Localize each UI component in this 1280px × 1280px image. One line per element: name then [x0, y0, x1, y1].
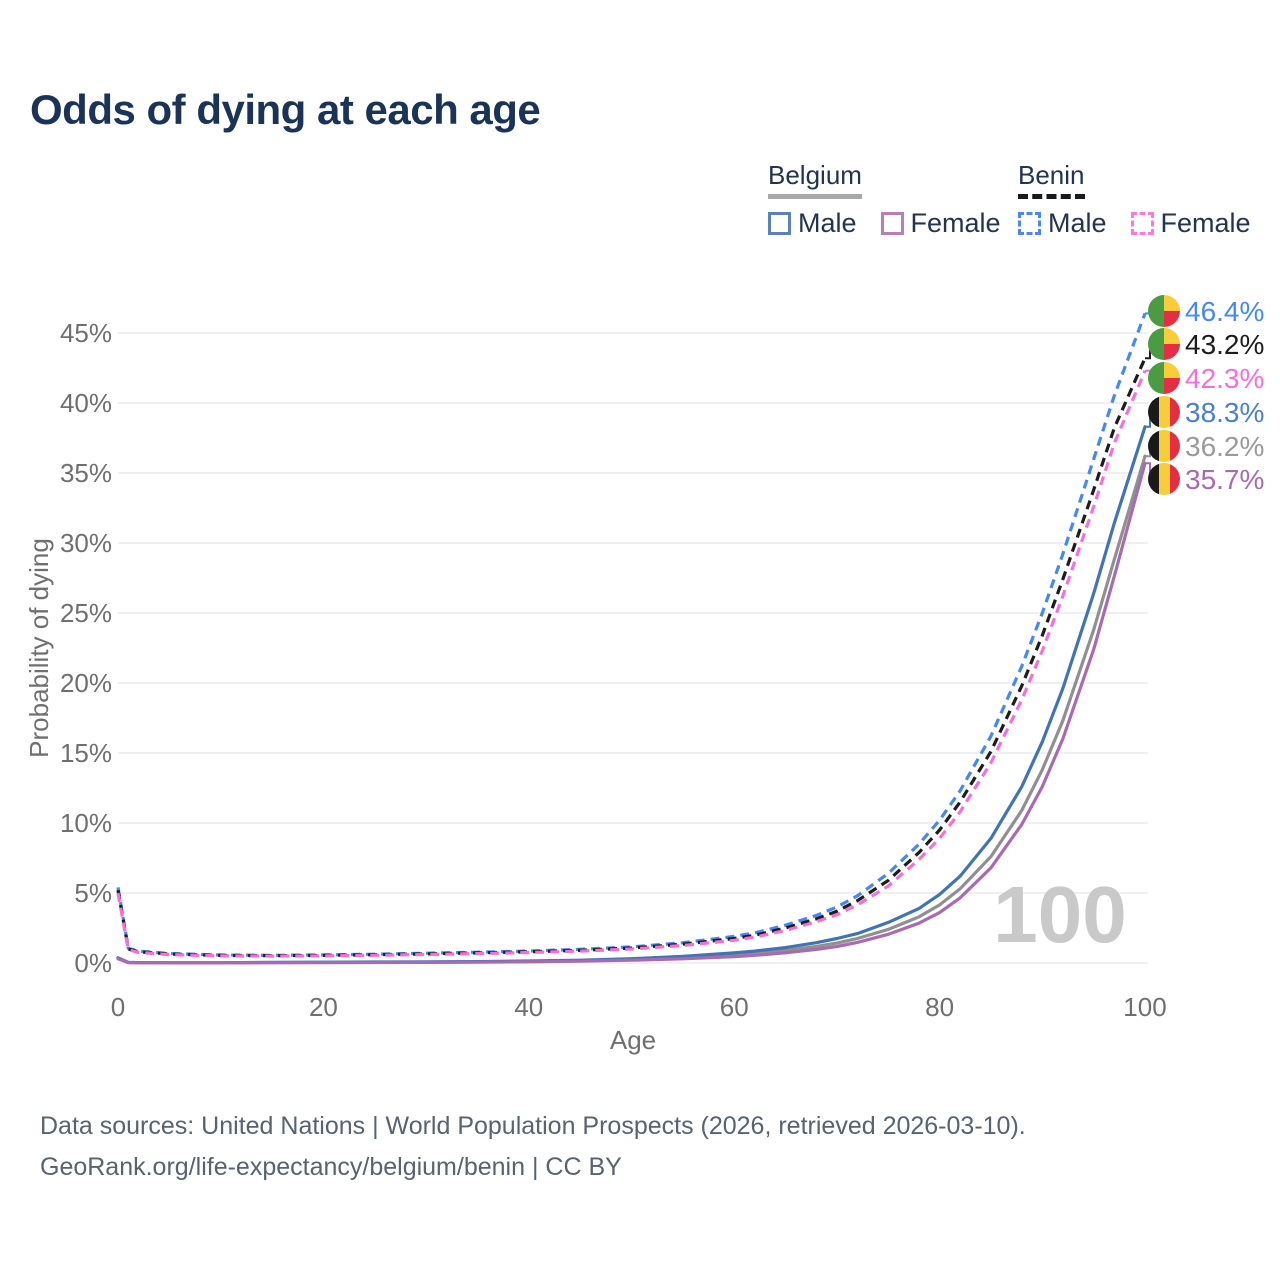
series-line-belgium-female	[116, 461, 1147, 965]
y-tick-label: 45%	[60, 318, 112, 348]
legend-row-benin: Male Female	[1018, 208, 1275, 239]
y-tick-label: 20%	[60, 668, 112, 698]
x-tick-label: 100	[1123, 992, 1166, 1022]
watermark-age-100: 100	[993, 870, 1126, 959]
series-line-benin-male	[116, 312, 1147, 957]
y-axis-title: Probability of dying	[24, 538, 54, 758]
end-value-label-belgium-female: 35.7%	[1185, 464, 1264, 495]
benin-male-line-swatch-icon	[1018, 212, 1041, 235]
belgium-flag-icon	[1148, 430, 1180, 462]
legend-item-belgium-male: Male	[768, 208, 857, 239]
x-tick-label: 40	[514, 992, 543, 1022]
series-line-belgium-male	[116, 425, 1147, 965]
legend-item-label: Male	[1048, 208, 1107, 238]
end-value-label-belgium: 36.2%	[1185, 431, 1264, 462]
end-value-label-benin-male: 46.4%	[1185, 296, 1264, 327]
x-tick-label: 20	[309, 992, 338, 1022]
legend-country-belgium: Belgium	[768, 160, 862, 199]
legend-item-label: Female	[1160, 208, 1251, 238]
legend-row-belgium: Male Female	[768, 208, 1025, 239]
y-tick-label: 15%	[60, 738, 112, 768]
legend-item-belgium-female: Female	[880, 208, 1001, 239]
legend-item-benin-male: Male	[1018, 208, 1107, 239]
x-axis-title: Age	[610, 1025, 656, 1055]
series-line-belgium	[116, 454, 1147, 965]
legend-country-benin: Benin	[1018, 160, 1085, 199]
legend-item-label: Female	[910, 208, 1001, 238]
legend-item-benin-female: Female	[1130, 208, 1251, 239]
benin-female-line-swatch-icon	[1130, 212, 1154, 235]
belgium-female-line-swatch-icon	[880, 212, 904, 235]
belgium-flag-icon	[1148, 396, 1180, 428]
x-tick-label: 0	[111, 992, 125, 1022]
y-tick-label: 10%	[60, 808, 112, 838]
benin-flag-icon	[1148, 328, 1180, 360]
end-value-label-belgium-male: 38.3%	[1185, 397, 1264, 428]
end-value-label-benin-female: 42.3%	[1185, 363, 1264, 394]
end-value-label-benin: 43.2%	[1185, 329, 1264, 360]
page-title: Odds of dying at each age	[30, 86, 541, 133]
x-tick-label: 60	[720, 992, 749, 1022]
legend-group-belgium: Belgium Male Female	[768, 160, 1025, 239]
y-tick-label: 25%	[60, 598, 112, 628]
belgium-flag-icon	[1148, 463, 1180, 495]
belgium-male-line-swatch-icon	[768, 212, 791, 235]
license-line: GeoRank.org/life-expectancy/belgium/beni…	[40, 1153, 622, 1181]
y-tick-label: 35%	[60, 458, 112, 488]
legend-group-benin: Benin Male Female	[1018, 160, 1275, 239]
y-tick-label: 5%	[74, 878, 112, 908]
y-tick-label: 0%	[74, 948, 112, 978]
legend-item-label: Male	[798, 208, 857, 238]
source-line: Data sources: United Nations | World Pop…	[40, 1112, 1026, 1140]
benin-flag-icon	[1148, 362, 1180, 394]
benin-flag-icon	[1148, 295, 1180, 327]
y-tick-label: 30%	[60, 528, 112, 558]
y-tick-label: 40%	[60, 388, 112, 418]
x-tick-label: 80	[925, 992, 954, 1022]
series-line-benin-female	[116, 370, 1147, 958]
data-source-attribution: Data sources: United Nations | World Pop…	[40, 1106, 1026, 1188]
